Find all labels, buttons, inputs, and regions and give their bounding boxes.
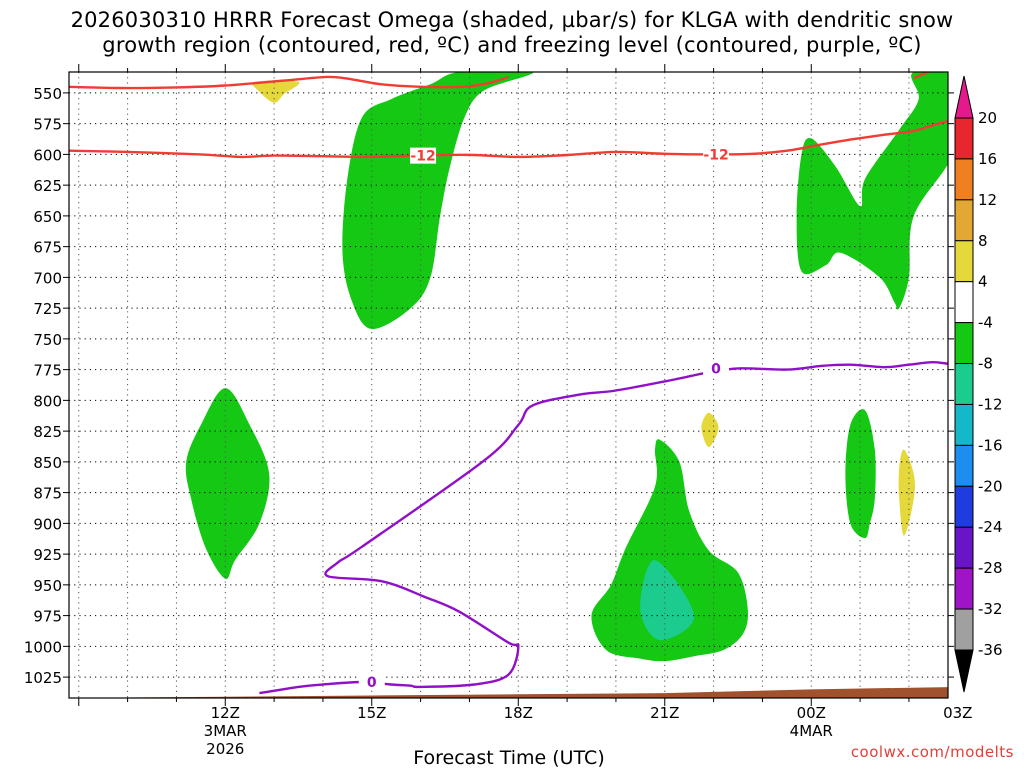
freezing-contour-label: 0 bbox=[367, 675, 377, 691]
y-tick-label: 700 bbox=[33, 269, 62, 287]
colorbar-label: 12 bbox=[978, 191, 997, 209]
colorbar-swatch bbox=[954, 199, 974, 242]
y-tick-label: 650 bbox=[33, 208, 62, 226]
colorbar-swatch bbox=[954, 485, 974, 528]
omega-region bbox=[591, 439, 748, 662]
y-tick-label: 725 bbox=[33, 300, 62, 318]
dgz-contour-label-background bbox=[410, 147, 437, 164]
colorbar-label: 8 bbox=[978, 232, 988, 250]
x-tick-label: 18Z bbox=[504, 704, 533, 722]
colorbar-swatch bbox=[954, 363, 974, 405]
colorbar-swatch bbox=[954, 158, 974, 201]
y-tick-label: 550 bbox=[33, 85, 62, 103]
y-tick-label: 850 bbox=[33, 454, 62, 472]
colorbar-swatch bbox=[954, 240, 974, 283]
dgz-contour-label: -12 bbox=[410, 149, 435, 165]
freezing-contour-label: 0 bbox=[711, 361, 721, 377]
omega-region bbox=[845, 409, 876, 539]
omega-region bbox=[252, 80, 300, 103]
colorbar-label: 4 bbox=[978, 273, 988, 291]
freezing-contour-label-background bbox=[358, 674, 385, 691]
chart-title-line-1: 2026030310 HRRR Forecast Omega (shaded, … bbox=[70, 8, 954, 32]
colorbar-swatch bbox=[954, 526, 974, 569]
colorbar-label: 16 bbox=[978, 150, 997, 168]
omega-region bbox=[701, 412, 719, 448]
x-tick-label: 03Z bbox=[943, 704, 972, 722]
omega-region bbox=[185, 388, 270, 579]
y-tick-label: 875 bbox=[33, 485, 62, 503]
y-tick-label: 975 bbox=[33, 608, 62, 626]
colorbar-bottom-triangle bbox=[954, 649, 974, 693]
colorbar: 20 16 12 8 4 -4 -8 -12 -16 -20 -24 -28 -32 -36 bbox=[954, 75, 1003, 693]
colorbar-swatch bbox=[954, 567, 974, 610]
chart-title: 2026030310 HRRR Forecast Omega (shaded, … bbox=[0, 8, 1024, 58]
freezing-contour-label-background bbox=[703, 360, 730, 377]
colorbar-swatch bbox=[954, 403, 974, 446]
y-tick-label: 825 bbox=[33, 423, 62, 441]
colorbar-swatch bbox=[954, 444, 974, 487]
dgz-contour-lower bbox=[69, 119, 948, 159]
credit-text: coolwx.com/modelts bbox=[851, 743, 1014, 761]
colorbar-swatch bbox=[954, 281, 974, 324]
y-tick-label: 625 bbox=[33, 177, 62, 195]
freezing-level-contour bbox=[259, 361, 948, 695]
y-tick-label: 750 bbox=[33, 331, 62, 349]
y-tick-label: 1000 bbox=[24, 638, 62, 656]
x-tick-sublabel: 4MAR bbox=[790, 722, 833, 740]
colorbar-label: -24 bbox=[978, 518, 1003, 536]
colorbar-label: -16 bbox=[978, 436, 1003, 454]
colorbar-top-triangle bbox=[954, 75, 974, 119]
omega-shading bbox=[185, 72, 948, 662]
y-tick-label: 900 bbox=[33, 515, 62, 533]
y-tick-label: 775 bbox=[33, 362, 62, 380]
terrain bbox=[69, 687, 948, 698]
y-tick-label: 950 bbox=[33, 577, 62, 595]
colorbar-label: -28 bbox=[978, 559, 1003, 577]
dgz-contour-label: -12 bbox=[703, 147, 728, 163]
grid-lines bbox=[69, 72, 948, 698]
x-tick-sublabel: 3MAR bbox=[204, 722, 247, 740]
colorbar-label: -8 bbox=[978, 355, 993, 373]
x-tick-sublabel-year: 2026 bbox=[206, 740, 244, 758]
dgz-contour-upper bbox=[69, 75, 509, 90]
y-tick-label: 675 bbox=[33, 239, 62, 257]
y-tick-label: 925 bbox=[33, 546, 62, 564]
y-tick-label: 800 bbox=[33, 392, 62, 410]
colorbar-label: -4 bbox=[978, 314, 993, 332]
plot-frame bbox=[68, 71, 949, 699]
contours: -12 -12 0 0 bbox=[69, 72, 948, 695]
x-tick-label: 21Z bbox=[650, 704, 679, 722]
x-tick-label: 12Z bbox=[211, 704, 240, 722]
colorbar-label: -32 bbox=[978, 600, 1003, 618]
x-tick-label: 15Z bbox=[357, 704, 386, 722]
colorbar-swatch bbox=[954, 608, 974, 651]
x-axis-label: Forecast Time (UTC) bbox=[413, 747, 604, 768]
colorbar-label: -12 bbox=[978, 395, 1003, 413]
y-tick-label: 575 bbox=[33, 116, 62, 134]
y-tick-label: 600 bbox=[33, 146, 62, 164]
chart-title-line-2: growth region (contoured, red, ºC) and f… bbox=[102, 33, 922, 57]
colorbar-swatch bbox=[954, 117, 974, 160]
x-tick-label: 00Z bbox=[797, 704, 826, 722]
y-tick-label: 1025 bbox=[24, 669, 62, 687]
terrain-fill bbox=[69, 687, 948, 698]
colorbar-label: 20 bbox=[978, 109, 997, 127]
axes: 550 575 600 625 650 675 700 725 750 775 800 825 850 8… bbox=[24, 64, 972, 758]
dgz-contour-label-background bbox=[703, 146, 730, 163]
colorbar-label: -20 bbox=[978, 477, 1003, 495]
colorbar-label: -36 bbox=[978, 641, 1003, 659]
omega-region bbox=[342, 72, 533, 330]
omega-region bbox=[640, 560, 695, 641]
colorbar-swatch bbox=[954, 322, 974, 365]
